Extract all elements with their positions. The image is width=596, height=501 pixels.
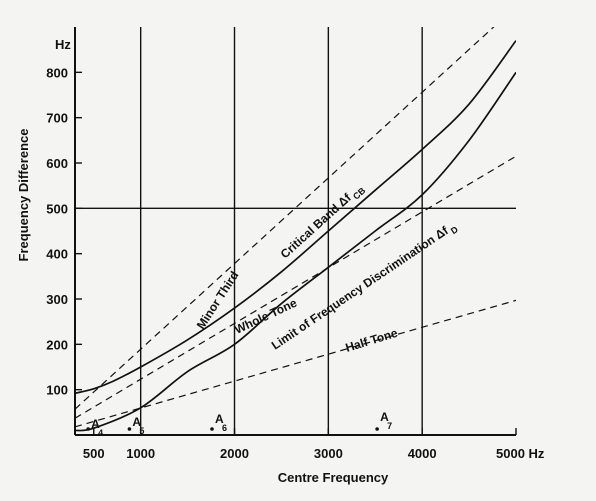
note-sub-A7: 7 [387,421,392,431]
x-axis-title: Centre Frequency [278,470,389,485]
note-marker-A5 [127,427,132,431]
series-line-3 [75,155,516,419]
note-marker-A4 [86,427,90,431]
series-line-1 [75,71,516,432]
note-marker-A6 [210,427,214,431]
x-tick-label-5000: 5000 Hz [496,446,545,461]
y-tick-label-700: 700 [46,111,68,126]
x-tick-label-500: 500 [83,446,105,461]
y-tick-label-100: 100 [46,383,68,398]
x-tick-label-4000: 4000 [408,446,437,461]
axes: 100 200 300 400 500 600 700 800 500 1000 2000 3000 4… [46,27,545,461]
note-marker-A7 [375,427,379,431]
note-label-A5: A [132,415,141,429]
x-tick-label-1000: 1000 [126,446,155,461]
note-sub-A5: 5 [139,426,144,436]
label-critical-band: Critical Band Δf CB [278,180,368,264]
label-half-tone: Half Tone [344,326,400,355]
note-label-A6: A [215,412,224,426]
y-tick-label-600: 600 [46,156,68,171]
y-axis-title: Frequency Difference [16,129,31,262]
series-line-0 [75,40,516,395]
series-group [75,27,516,432]
note-sub-A6: 6 [222,423,227,433]
note-sub-A4: 4 [98,428,103,438]
y-tick-label-300: 300 [46,292,68,307]
series-line-2 [75,27,495,410]
x-tick-label-2000: 2000 [220,446,249,461]
y-unit-label: Hz [55,37,71,52]
y-tick-label-500: 500 [46,201,68,216]
series-line-4 [75,299,516,428]
y-tick-label-200: 200 [46,337,68,352]
x-tick-label-3000: 3000 [314,446,343,461]
note-label-A7: A [380,410,389,424]
note-label-A4: A [91,417,100,431]
y-tick-label-400: 400 [46,247,68,262]
y-tick-label-800: 800 [46,65,68,80]
